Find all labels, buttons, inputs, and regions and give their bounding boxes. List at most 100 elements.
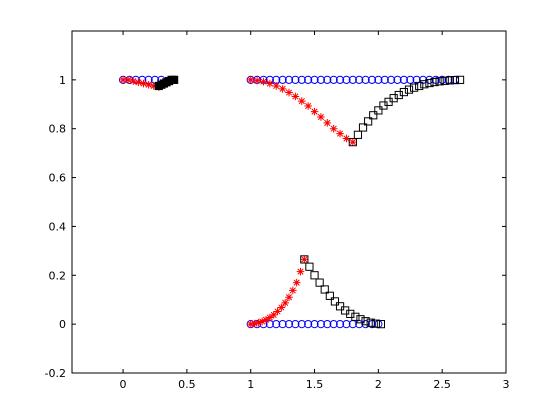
data-point — [129, 77, 138, 85]
data-point — [323, 75, 332, 84]
data-point — [266, 313, 274, 322]
y-tick-label: 0.4 — [49, 220, 67, 233]
data-point — [278, 75, 287, 84]
data-point — [455, 75, 465, 84]
data-point — [351, 312, 360, 321]
data-point — [297, 320, 306, 329]
data-point — [272, 82, 281, 90]
data-point — [323, 119, 332, 127]
data-point — [310, 320, 319, 329]
data-point — [329, 124, 338, 133]
data-point — [246, 320, 255, 328]
data-point — [124, 76, 132, 84]
data-point — [335, 320, 345, 329]
data-point — [356, 315, 365, 324]
data-point — [371, 319, 380, 328]
data-point — [149, 82, 158, 90]
data-point — [399, 87, 408, 97]
data-point — [253, 76, 261, 85]
data-point — [376, 320, 386, 329]
data-point — [284, 75, 294, 84]
data-point — [144, 80, 153, 89]
data-point — [310, 271, 319, 280]
data-point — [369, 111, 378, 120]
y-tick-label: -0.2 — [45, 367, 66, 380]
data-point — [425, 78, 434, 88]
x-tick-label: 2 — [375, 378, 382, 391]
series-2 — [119, 76, 163, 91]
x-tick-label: 1.5 — [306, 378, 324, 391]
data-point — [374, 106, 383, 115]
plot-frame — [71, 30, 507, 374]
data-point — [254, 318, 263, 327]
data-point — [250, 319, 259, 328]
data-point — [310, 75, 319, 84]
data-point — [394, 90, 403, 100]
data-point — [404, 85, 414, 94]
series-5 — [246, 76, 357, 146]
data-point — [266, 79, 274, 88]
data-point — [450, 76, 460, 85]
data-point — [361, 75, 370, 84]
data-point — [415, 81, 424, 91]
series-3 — [154, 75, 179, 91]
x-tick-label: 2.5 — [433, 378, 451, 391]
data-point — [272, 320, 281, 329]
x-tick-label: 0 — [120, 378, 127, 391]
data-point — [412, 75, 421, 84]
data-point — [292, 278, 301, 287]
data-point — [297, 97, 306, 105]
data-point — [281, 299, 289, 307]
data-point — [342, 134, 351, 143]
data-point — [335, 302, 345, 311]
x-tick-label: 0.5 — [178, 378, 196, 391]
data-point — [278, 320, 287, 329]
data-point — [445, 76, 454, 85]
data-point — [278, 85, 287, 93]
data-markers — [118, 75, 465, 329]
data-point — [259, 77, 268, 86]
data-point — [300, 255, 309, 264]
data-point — [361, 317, 370, 326]
data-point — [291, 75, 300, 84]
data-point — [134, 78, 143, 87]
data-point — [273, 307, 282, 316]
data-point — [317, 113, 325, 121]
series-9 — [300, 255, 386, 329]
series-8 — [246, 255, 309, 328]
data-point — [409, 83, 419, 92]
x-axis: 0 0.5 1 1.5 2 2.5 3 — [120, 31, 510, 391]
data-point — [262, 315, 270, 324]
data-point — [364, 117, 373, 126]
data-point — [258, 317, 266, 326]
data-point — [285, 88, 293, 97]
x-tick-label: 3 — [503, 378, 510, 391]
data-point — [355, 75, 364, 84]
data-point — [374, 75, 383, 84]
y-tick-label: 0.8 — [49, 123, 67, 136]
series-6 — [348, 75, 465, 147]
data-point — [291, 92, 300, 101]
data-point — [336, 129, 344, 138]
data-point — [348, 75, 357, 84]
data-point — [284, 320, 294, 329]
data-point — [316, 75, 326, 84]
data-point — [330, 297, 340, 306]
data-point — [170, 75, 179, 84]
data-point — [300, 255, 309, 264]
data-point — [289, 286, 297, 295]
data-point — [139, 79, 148, 88]
data-point — [358, 123, 368, 132]
data-point — [399, 75, 408, 84]
data-point — [342, 320, 351, 329]
data-point — [387, 75, 396, 84]
data-point — [246, 76, 255, 84]
data-point — [440, 76, 449, 85]
data-point — [277, 303, 286, 312]
data-point — [269, 311, 278, 319]
data-point — [348, 138, 357, 147]
data-point — [285, 293, 293, 302]
data-point — [310, 107, 319, 116]
y-tick-label: 0 — [59, 318, 66, 331]
